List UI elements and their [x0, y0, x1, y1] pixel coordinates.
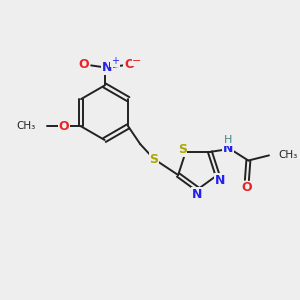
Text: H: H — [224, 136, 232, 146]
Text: S: S — [178, 143, 187, 156]
Text: +: + — [111, 56, 119, 66]
Text: −: − — [132, 56, 142, 65]
Text: O: O — [79, 58, 89, 71]
Text: S: S — [149, 152, 158, 166]
Text: N: N — [192, 188, 202, 201]
Text: O: O — [242, 181, 252, 194]
Text: CH₃: CH₃ — [278, 149, 297, 160]
Text: N: N — [223, 142, 233, 155]
Text: CH₃: CH₃ — [17, 121, 36, 131]
Text: O: O — [124, 58, 135, 71]
Text: N: N — [102, 61, 112, 74]
Text: O: O — [58, 120, 69, 133]
Text: N: N — [214, 174, 225, 187]
